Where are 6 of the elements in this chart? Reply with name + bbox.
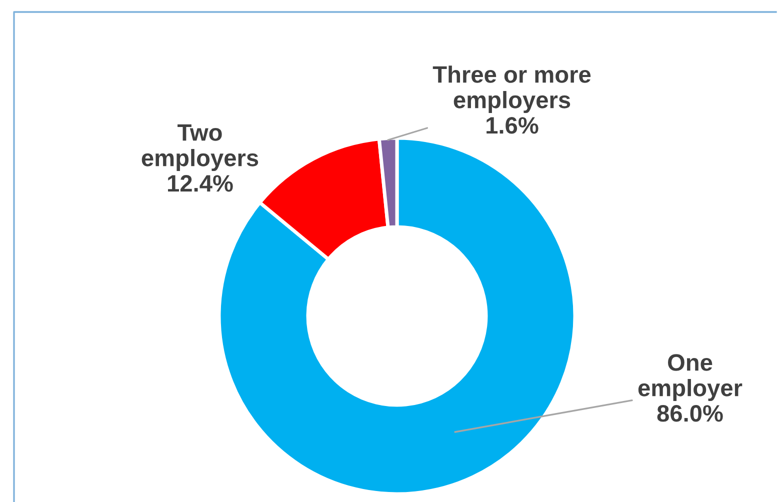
slice-label: Two employers xyxy=(142,124,258,172)
data-label: 12.4% xyxy=(168,175,233,192)
data-label: 86.0% xyxy=(657,405,723,422)
slice-label: One employer xyxy=(638,354,742,402)
slice-label: Three or more employers xyxy=(432,66,591,114)
data-label: 1.6% xyxy=(486,117,538,134)
